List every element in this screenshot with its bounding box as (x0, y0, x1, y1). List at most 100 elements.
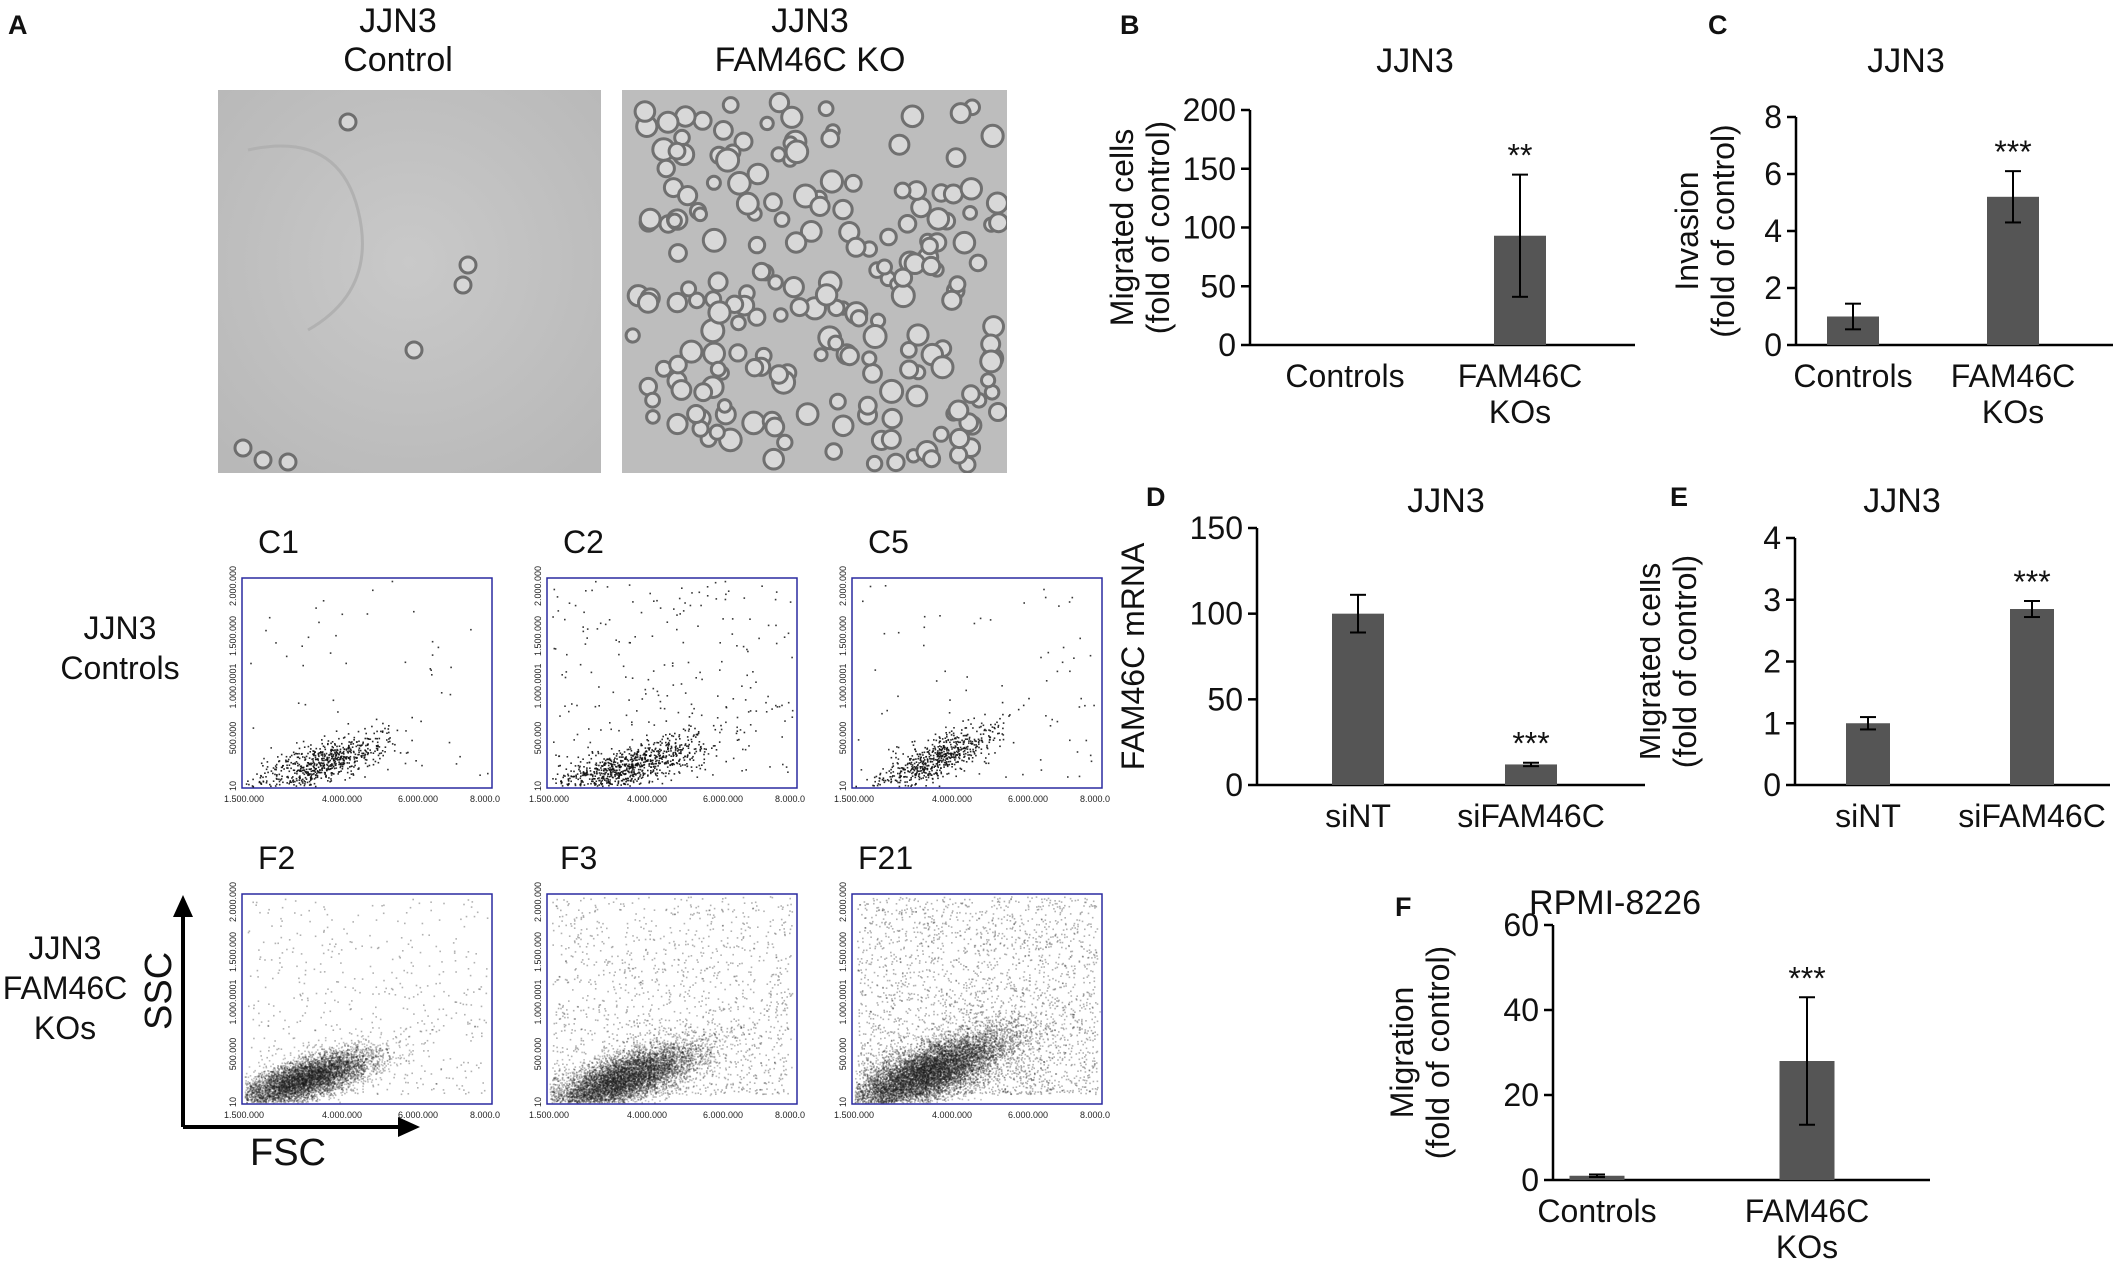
flow-event (919, 767, 922, 770)
flow-event (291, 1083, 293, 1085)
flow-event (276, 1077, 278, 1080)
flow-event (319, 1084, 321, 1087)
flow-event (312, 1068, 315, 1071)
flow-event (470, 628, 472, 631)
flow-event (362, 741, 364, 744)
flow-event (320, 1056, 323, 1059)
flow-event (290, 1074, 292, 1077)
flow-event (246, 1094, 249, 1096)
flow-event (288, 770, 291, 773)
flow-event (327, 1071, 329, 1073)
flow-event (316, 774, 319, 777)
flow-event (289, 1070, 292, 1073)
flow-event (278, 1069, 280, 1072)
flow-event (335, 1073, 338, 1075)
flow-event (324, 1037, 327, 1039)
flow-event (986, 747, 989, 750)
flow-event (588, 754, 590, 756)
flow-event (319, 1093, 321, 1095)
flow-event (314, 1067, 317, 1069)
flow-event (308, 1072, 310, 1075)
flow-event (314, 1058, 316, 1060)
flow-event (691, 770, 693, 772)
flow-event (328, 1060, 331, 1062)
flow-event (256, 1086, 258, 1089)
flow-event (301, 1064, 303, 1066)
flow-event (563, 774, 565, 777)
flow-event (869, 585, 872, 588)
flow-event (331, 1051, 333, 1054)
flow-event (244, 1097, 247, 1099)
flow-event (286, 1077, 288, 1079)
flow-event (431, 674, 433, 676)
flow-event (371, 740, 374, 743)
flow-event (346, 1061, 348, 1063)
flow-event (348, 1059, 351, 1061)
flow-event (308, 773, 310, 775)
flow-event (378, 737, 381, 740)
flow-event (1023, 602, 1025, 604)
flow-event (348, 777, 351, 779)
flow-event (298, 1068, 300, 1070)
flow-event (325, 1092, 328, 1095)
cell (982, 315, 1006, 338)
flow-event (618, 775, 620, 778)
flow-event (765, 701, 767, 704)
flow-event (268, 1095, 271, 1097)
flow-event (295, 785, 298, 787)
flow-event (942, 747, 944, 750)
flow-event (265, 1080, 268, 1083)
flow-event (330, 1089, 332, 1092)
flow-event (337, 1065, 340, 1067)
flow-event (440, 692, 443, 694)
flow-event (600, 769, 603, 771)
flow-event (313, 1085, 316, 1087)
flow-event (989, 619, 992, 621)
flow-event (941, 749, 943, 751)
flow-event (272, 1086, 275, 1088)
flow-event (334, 1074, 337, 1076)
flow-event (304, 1066, 306, 1068)
flow-event (274, 1085, 276, 1087)
flow-event (636, 759, 638, 761)
flow-event (312, 1070, 314, 1072)
flow-event (341, 742, 343, 745)
flow-event (293, 753, 296, 756)
flow-event (913, 762, 916, 765)
flow-event (922, 769, 924, 771)
flow-event (312, 750, 314, 752)
flow-event (308, 1077, 310, 1079)
flow-event (327, 1086, 329, 1088)
flow-event (328, 1094, 331, 1097)
flow-event (342, 1066, 345, 1069)
flow-event (319, 1087, 322, 1089)
cell (949, 445, 969, 465)
flow-event (586, 773, 588, 775)
flow-event (306, 1082, 309, 1084)
flow-event (246, 1097, 248, 1099)
flow-event (642, 773, 645, 775)
cell (799, 220, 823, 243)
flow-event (336, 1066, 339, 1068)
flow-event (980, 748, 983, 750)
flow-event (313, 1071, 315, 1073)
flow-event (352, 774, 355, 776)
flow-event (334, 1073, 337, 1075)
flow-event (293, 1078, 296, 1080)
flow-event (295, 1060, 298, 1062)
flow-event (313, 1097, 315, 1100)
flow-event (318, 752, 321, 754)
flow-event (277, 1075, 280, 1077)
flow-event (271, 1087, 273, 1090)
flow-event (302, 756, 304, 758)
flow-event (634, 763, 637, 766)
flow-event (317, 1084, 320, 1086)
flow-event (295, 1085, 297, 1088)
flow-event (331, 1066, 333, 1069)
flow-event (310, 777, 312, 780)
flow-event (266, 1073, 268, 1076)
flow-event (296, 1089, 299, 1092)
flow-event (310, 1083, 313, 1085)
flow-event (310, 774, 313, 777)
flow-event (261, 1071, 263, 1074)
